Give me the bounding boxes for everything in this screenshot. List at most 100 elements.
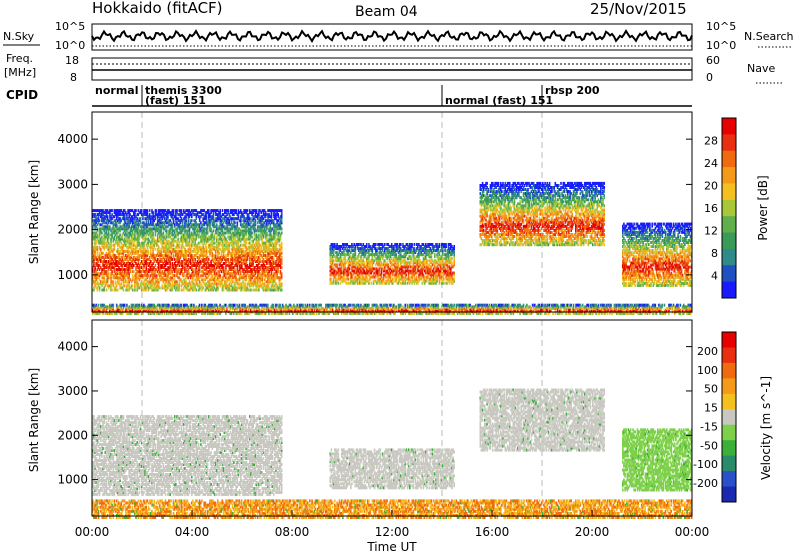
scatter-cell <box>242 284 244 288</box>
scatter-cell <box>184 282 186 286</box>
scatter-cell <box>203 239 206 243</box>
scatter-cell <box>280 227 283 231</box>
scatter-cell <box>110 266 112 270</box>
scatter-cell <box>183 274 185 278</box>
scatter-cell <box>189 288 192 292</box>
scatter-cell <box>131 235 134 239</box>
scatter-cell <box>136 249 138 253</box>
scatter-cell <box>145 211 148 215</box>
scatter-cell <box>241 237 243 241</box>
scatter-cell <box>259 227 261 231</box>
scatter-cell <box>109 251 111 255</box>
scatter-cell <box>113 270 116 274</box>
scatter-cell <box>230 239 233 243</box>
scatter-cell <box>110 262 112 265</box>
scatter-cell <box>162 209 165 213</box>
scatter-cell <box>142 217 144 221</box>
scatter-cell <box>166 211 168 215</box>
scatter-cell <box>209 253 211 257</box>
scatter-cell <box>259 284 261 288</box>
scatter-cell <box>238 231 241 235</box>
sky-tick-top: 10^5 <box>55 20 85 33</box>
scatter-cell <box>249 249 251 253</box>
scatter-cell <box>173 278 176 282</box>
scatter-cell <box>194 249 196 253</box>
scatter-cell <box>254 227 257 231</box>
scatter-cell <box>96 237 99 241</box>
scatter-cell <box>136 286 138 290</box>
scatter-cell <box>212 288 215 292</box>
scatter-cell <box>161 241 163 245</box>
scatter-cell <box>103 229 105 233</box>
scatter-cell <box>245 260 248 263</box>
scatter-cell <box>160 278 162 282</box>
scatter-cell <box>230 211 233 215</box>
scatter-cell <box>95 262 97 265</box>
scatter-cell <box>106 270 109 274</box>
scatter-cell <box>173 286 176 290</box>
scatter-cell <box>187 241 190 245</box>
scatter-cell <box>233 223 235 227</box>
scatter-cell <box>192 278 194 282</box>
scatter-cell <box>228 274 231 278</box>
scatter-cell <box>121 270 124 274</box>
scatter-cell <box>222 253 225 257</box>
scatter-cell <box>187 211 190 215</box>
scatter-cell <box>225 260 227 263</box>
scatter-cell <box>172 237 175 241</box>
scatter-cell <box>226 217 228 221</box>
scatter-cell <box>133 211 135 215</box>
scatter-cell <box>121 268 124 272</box>
scatter-cell <box>155 243 158 247</box>
scatter-cell <box>220 282 223 286</box>
scatter-cell <box>254 260 257 263</box>
scatter-cell <box>221 229 224 233</box>
scatter-cell <box>96 288 99 292</box>
scatter-cell <box>119 249 121 253</box>
scatter-cell <box>221 235 224 239</box>
scatter-cell <box>137 282 140 286</box>
scatter-cell <box>255 280 258 284</box>
scatter-cell <box>252 264 254 267</box>
scatter-cell <box>243 276 245 280</box>
scatter-cell <box>259 249 261 253</box>
scatter-cell <box>111 264 113 267</box>
scatter-cell <box>191 225 193 229</box>
scatter-cell <box>259 233 261 237</box>
scatter-cell <box>198 288 201 292</box>
scatter-cell <box>172 284 175 288</box>
scatter-cell <box>245 266 248 270</box>
scatter-cell <box>158 231 160 235</box>
scatter-cell <box>280 251 283 255</box>
scatter-cell <box>110 278 112 282</box>
scatter-cell <box>115 209 118 213</box>
scatter-cell <box>186 288 188 292</box>
scatter-cell <box>196 270 199 274</box>
scatter-cell <box>134 247 136 251</box>
scatter-cell <box>236 280 239 284</box>
scatter-cell <box>191 268 193 272</box>
scatter-cell <box>196 255 199 259</box>
scatter-cell <box>94 223 96 227</box>
scatter-cell <box>110 282 112 286</box>
scatter-cell <box>98 245 101 249</box>
scatter-cell <box>104 235 107 239</box>
scatter-cell <box>131 219 134 223</box>
scatter-cell <box>239 209 242 213</box>
scatter-cell <box>210 229 212 233</box>
scatter-cell <box>192 264 194 267</box>
scatter-cell <box>239 288 242 292</box>
scatter-cell <box>119 217 121 221</box>
scatter-cell <box>184 227 186 231</box>
scatter-cell <box>214 213 217 217</box>
scatter-cell <box>210 249 212 253</box>
scatter-cell <box>127 237 129 241</box>
scatter-cell <box>172 274 175 278</box>
scatter-cell <box>125 288 127 292</box>
scatter-cell <box>186 249 188 253</box>
scatter-cell <box>204 249 207 253</box>
scatter-cell <box>148 255 151 259</box>
scatter-cell <box>120 262 122 265</box>
scatter-cell <box>151 268 153 272</box>
scatter-cell <box>103 237 105 241</box>
